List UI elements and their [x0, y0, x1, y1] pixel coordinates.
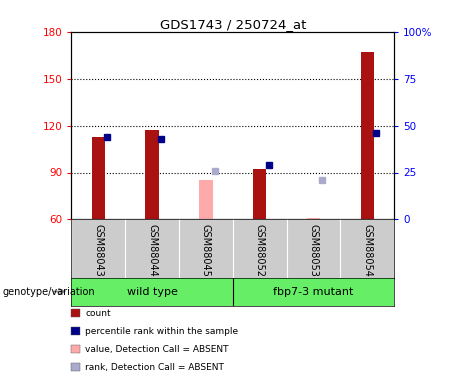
Text: count: count	[85, 309, 111, 318]
Bar	[361, 52, 374, 219]
Text: rank, Detection Call = ABSENT: rank, Detection Call = ABSENT	[85, 363, 224, 372]
Bar	[92, 136, 105, 219]
Bar	[253, 170, 266, 219]
Text: GSM88054: GSM88054	[362, 224, 372, 277]
Text: GSM88053: GSM88053	[308, 224, 319, 277]
Text: GSM88052: GSM88052	[254, 224, 265, 277]
Text: value, Detection Call = ABSENT: value, Detection Call = ABSENT	[85, 345, 229, 354]
Text: GSM88045: GSM88045	[201, 224, 211, 277]
Text: GSM88043: GSM88043	[93, 224, 103, 277]
Text: GSM88044: GSM88044	[147, 224, 157, 277]
Text: genotype/variation: genotype/variation	[2, 286, 95, 297]
Text: wild type: wild type	[127, 286, 177, 297]
Title: GDS1743 / 250724_at: GDS1743 / 250724_at	[160, 18, 306, 31]
Text: fbp7-3 mutant: fbp7-3 mutant	[273, 286, 354, 297]
Bar	[199, 180, 213, 219]
Bar	[307, 218, 320, 219]
Bar	[145, 130, 159, 219]
Text: percentile rank within the sample: percentile rank within the sample	[85, 327, 238, 336]
